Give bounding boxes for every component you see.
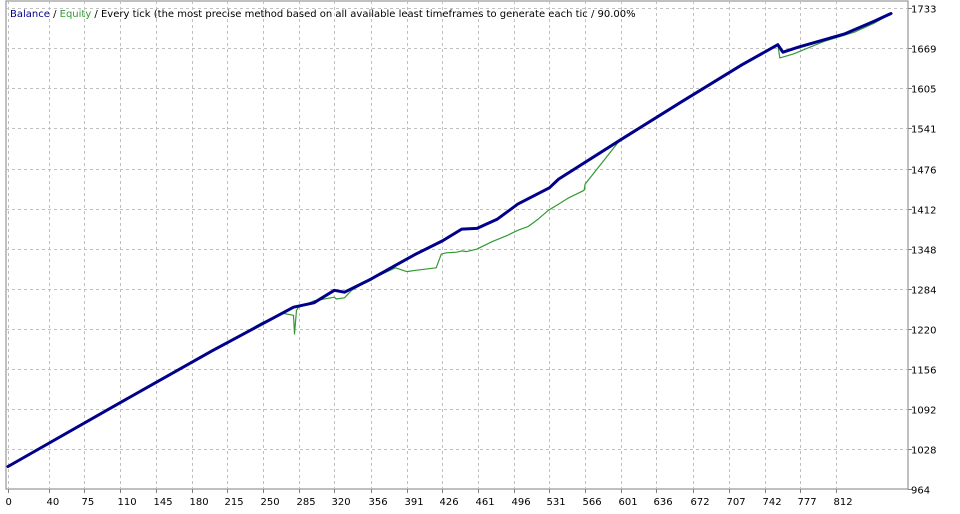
y-tick-label: 1156 [911,366,936,377]
legend-equity: Equity [60,9,92,20]
x-tick-label: 356 [369,497,388,508]
x-tick-label: 566 [583,497,602,508]
legend-balance: Balance [10,9,50,20]
y-tick-label: 1605 [911,85,936,96]
x-tick-label: 461 [476,497,495,508]
x-tick-label: 110 [118,497,137,508]
x-tick-label: 250 [261,497,280,508]
x-tick-label: 777 [798,497,817,508]
x-tick-label: 75 [82,497,95,508]
chart-legend: Balance / Equity / Every tick (the most … [10,9,636,20]
x-tick-label: 601 [619,497,638,508]
legend-description: / Every tick (the most precise method ba… [91,9,635,20]
y-tick-label: 1348 [911,246,936,257]
y-tick-label: 1412 [911,206,936,217]
legend-separator: / [50,9,60,20]
x-tick-label: 215 [225,497,244,508]
grid [6,1,908,490]
y-tick-label: 1028 [911,446,936,457]
x-tick-label: 0 [6,497,12,508]
chart-frame [5,0,909,490]
series-line-balance [6,12,893,468]
x-tick-label: 636 [654,497,673,508]
y-tick-label: 1733 [911,5,936,16]
x-tick-label: 531 [547,497,566,508]
y-axis: 964 1028 1092 1156 1220 1284 1348 1412 1476 1541 1… [908,5,936,497]
x-tick-label: 742 [763,497,782,508]
x-tick-label: 180 [190,497,209,508]
y-tick-label: 1220 [911,326,936,337]
x-tick-label: 285 [297,497,316,508]
x-tick-label: 672 [691,497,710,508]
y-tick-label: 1092 [911,406,936,417]
y-tick-label: 1476 [911,166,936,177]
x-tick-label: 40 [47,497,60,508]
x-tick-label: 320 [332,497,351,508]
x-tick-label: 707 [727,497,746,508]
x-tick-label: 391 [405,497,424,508]
x-tick-label: 496 [512,497,531,508]
x-axis: 0 40 75 110 145 180 215 250 285 320 356 391 426 461 49… [6,489,853,508]
y-tick-label: 1669 [911,45,936,56]
y-tick-label: 1284 [911,286,936,297]
x-tick-label: 426 [440,497,459,508]
series-lines [6,12,893,468]
y-tick-label: 1541 [911,125,936,136]
x-tick-label: 145 [154,497,173,508]
x-tick-label: 812 [834,497,853,508]
y-tick-label: 964 [911,486,930,497]
